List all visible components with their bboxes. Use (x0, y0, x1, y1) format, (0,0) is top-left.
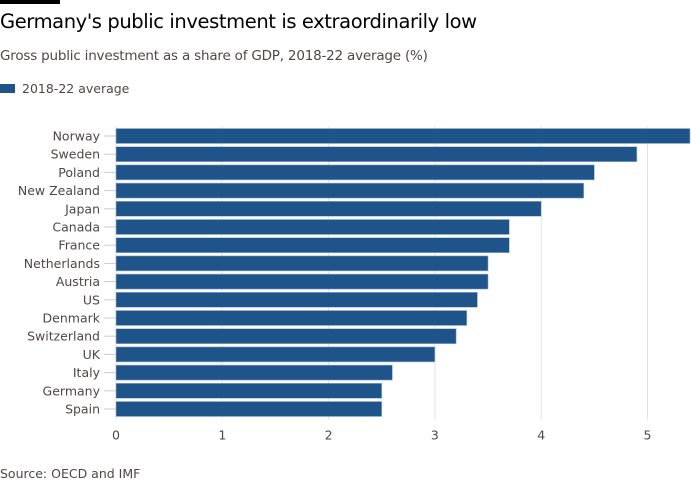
x-tick-label: 2 (325, 428, 333, 443)
bar-us (115, 291, 478, 308)
y-category-label: Poland (58, 165, 100, 180)
y-category-label: Sweden (51, 147, 100, 162)
y-category-label: Italy (73, 365, 101, 380)
bar-france (115, 237, 510, 253)
bar-canada (115, 219, 510, 235)
bar-poland (115, 164, 595, 181)
y-category-label: UK (83, 347, 101, 362)
y-category-label: France (58, 238, 100, 253)
bar-sweden (115, 146, 638, 162)
bar-austria (115, 273, 489, 290)
x-tick-label: 1 (218, 428, 226, 443)
legend-swatch (0, 84, 15, 93)
source-note: Source: OECD and IMF (0, 466, 141, 481)
x-tick-label: 4 (537, 428, 545, 443)
bar-spain (115, 401, 383, 417)
y-category-label: US (83, 292, 100, 307)
y-category-label: Denmark (43, 311, 101, 326)
bar-uk (115, 346, 436, 363)
bar-denmark (115, 310, 468, 326)
y-category-label: New Zealand (18, 183, 100, 198)
bar-germany (115, 382, 383, 399)
bar-switzerland (115, 328, 457, 345)
chart-subtitle: Gross public investment as a share of GD… (0, 48, 428, 64)
y-category-label: Austria (56, 274, 100, 289)
brand-bar (0, 0, 60, 4)
x-tick-label: 5 (644, 428, 652, 443)
y-category-label: Netherlands (24, 256, 100, 271)
x-tick-label: 0 (112, 428, 120, 443)
y-category-label: Norway (53, 129, 101, 144)
bar-new-zealand (115, 182, 585, 199)
bar-norway (115, 128, 691, 144)
bar-italy (115, 364, 393, 381)
y-category-label: Canada (52, 220, 100, 235)
y-category-label: Spain (65, 402, 100, 417)
x-tick-label: 3 (431, 428, 439, 443)
chart-title: Germany's public investment is extraordi… (0, 10, 477, 33)
bar-japan (115, 201, 542, 217)
y-category-label: Switzerland (27, 329, 100, 344)
legend-label: 2018-22 average (22, 81, 130, 96)
y-category-label: Japan (64, 201, 100, 216)
legend: 2018-22 average (0, 81, 129, 96)
y-category-label: Germany (43, 383, 101, 398)
bar-netherlands (115, 255, 489, 272)
